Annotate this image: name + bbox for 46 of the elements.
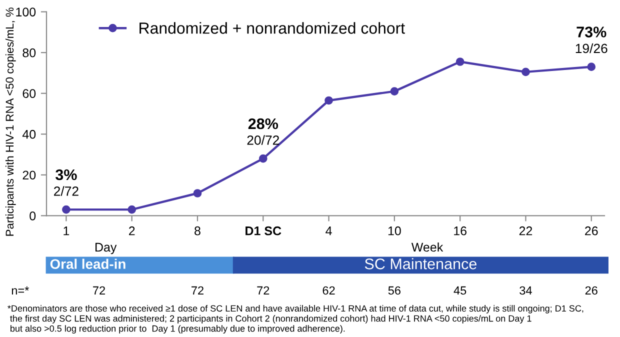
y-tick-label: 100 [16,8,36,16]
data-label: 3% [56,169,77,180]
point [324,96,333,105]
annotation: 2/72 [54,186,78,196]
point [522,68,530,76]
text: *Denominators are those who received ≥1 dose of SC LEN and have available HIV-1 RNA at time of data cut, while study is still ongoing; D1 SC, the first day SC LEN was administered; 2 participants in Cohort 2 (nonrandomized cohort) had HIV-1 RNA <50 copies/mL on Day 1 but also >0.5 log reduction prior to Day 1 (presumably due to improved adherence). [8,304,584,334]
text: 62 [322,286,335,295]
x-tick-label: 26 [585,226,598,236]
text: 26 [585,286,598,295]
point [258,154,268,163]
point [128,205,136,214]
data-label: 73% [576,26,606,38]
x-tick-label: 1 [64,226,70,236]
point [390,87,399,96]
text: SC Maintenance [364,258,476,270]
text: Oral lead-in [50,258,126,269]
legend-label: Randomized + nonrandomized cohort [140,22,405,34]
text: 72 [257,286,270,295]
x-tick-label: D1 SC [246,226,282,236]
text: Week [411,242,444,252]
x-tick-label: 22 [519,226,532,236]
point [62,205,70,214]
x-tick-label: 10 [388,226,401,236]
text: Day [95,242,117,254]
y-axis-title: Participants with HIV-1 RNA <50 copies/mL, % [5,8,16,236]
x-tick-label: 4 [326,226,332,236]
y-tick-label: 40 [22,130,36,139]
text: 72 [192,286,204,295]
y-tick-label: 80 [22,48,36,58]
x-tick-label: 16 [454,226,466,236]
text: 56 [388,286,400,295]
y-tick-label: 60 [22,89,36,98]
text: 34 [520,286,532,295]
point [193,189,202,198]
text: 45 [454,286,466,295]
data-label: 28% [248,118,278,130]
text: 72 [93,286,105,295]
x-tick-label: 2 [128,226,135,236]
annotation: 19/26 [576,43,608,54]
y-tick-label: 0 [30,211,36,220]
x-tick-label: 8 [194,226,200,236]
y-tick-label: 20 [22,170,36,180]
point [456,58,464,66]
point [587,62,596,72]
text: n=* [12,286,30,295]
annotation: 20/72 [247,135,279,145]
